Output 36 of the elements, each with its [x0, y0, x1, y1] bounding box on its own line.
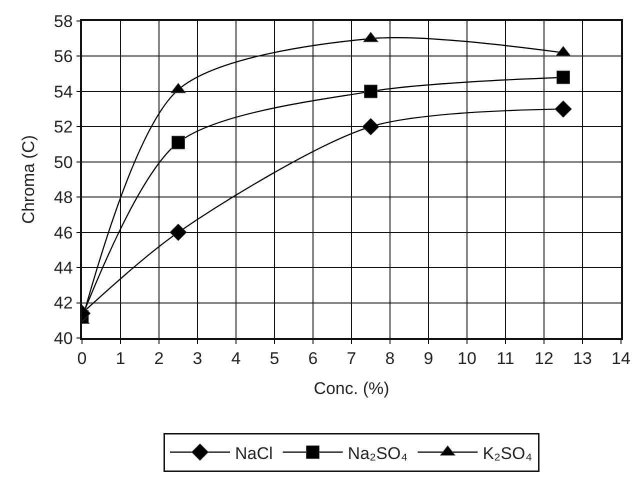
y-tick-label: 40 — [54, 328, 73, 348]
y-tick-label: 54 — [54, 82, 73, 102]
x-tick-label: 4 — [231, 349, 241, 368]
y-tick-label: 58 — [54, 12, 73, 31]
x-tick-label: 13 — [573, 349, 592, 368]
x-tick-label: 6 — [308, 349, 318, 368]
y-tick-label: 52 — [54, 118, 73, 137]
legend-label: K₂SO₄ — [482, 444, 532, 463]
y-tick-label: 42 — [54, 294, 73, 313]
x-tick-label: 3 — [192, 349, 202, 368]
x-tick-label: 9 — [424, 349, 434, 368]
x-tick-label: 2 — [154, 349, 164, 368]
x-tick-label: 1 — [116, 349, 126, 368]
y-tick-label: 48 — [54, 188, 73, 208]
point — [556, 70, 570, 84]
y-tick-label: 46 — [54, 223, 73, 242]
y-tick-label: 50 — [54, 152, 73, 172]
y-tick-label: 56 — [54, 47, 73, 66]
x-tick-label: 14 — [612, 349, 630, 368]
point — [170, 224, 187, 242]
y-tick-label: 44 — [54, 258, 73, 278]
x-tick-label: 11 — [496, 349, 514, 368]
point — [364, 84, 378, 98]
x-tick-label: 7 — [346, 349, 356, 368]
x-tick-label: 12 — [534, 349, 554, 368]
x-axis-title: Conc. (%) — [314, 379, 390, 398]
point — [554, 100, 572, 118]
point — [172, 136, 185, 150]
point — [362, 118, 380, 136]
y-axis-title: Chroma (C) — [18, 135, 38, 224]
x-tick-label: 8 — [385, 349, 395, 368]
x-tick-label: 5 — [270, 349, 280, 368]
legend-label: NaCl — [235, 444, 273, 463]
legend-label: Na₂SO₄ — [348, 444, 408, 463]
x-tick-label: 10 — [458, 349, 476, 368]
x-tick-label: 0 — [77, 349, 87, 368]
